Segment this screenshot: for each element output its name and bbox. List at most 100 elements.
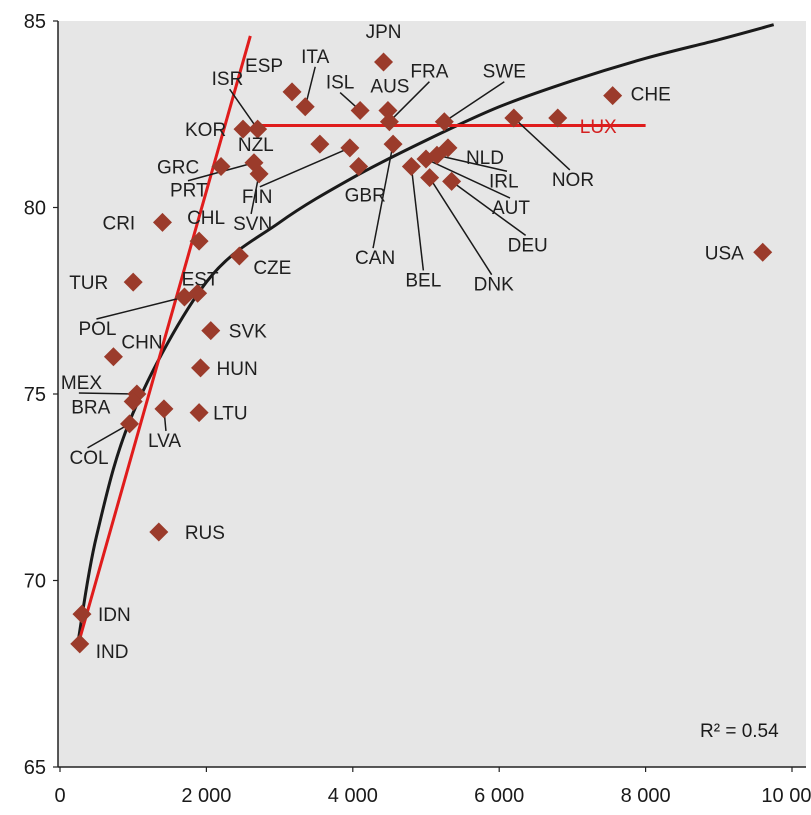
point-label-lva: LVA [148,431,181,452]
point-label-cze: CZE [253,258,291,279]
axes [53,20,806,772]
leader-line [388,81,430,123]
data-point-swe [434,112,454,132]
point-label-nor: NOR [552,170,594,191]
point-label-can: CAN [355,248,395,269]
point-label-aus: AUS [370,77,409,98]
x-tick-label: 10 000 [761,785,811,807]
data-point-lva [154,399,174,419]
data-point-aut [416,149,436,169]
point-label-usa: USA [705,243,744,264]
point-label-hun: HUN [217,359,258,380]
leader-line [451,180,527,236]
point-label-bel: BEL [405,270,441,291]
data-point-svn [249,164,269,184]
data-point-ltu [189,403,209,423]
trend-curve [76,23,775,641]
data-point-can [383,134,403,154]
point-label-irl: IRL [489,171,519,192]
point-label-che: CHE [631,85,671,106]
point-label-rus: RUS [185,523,225,544]
x-tick-label: 6 000 [474,785,524,807]
point-label-isr: ISR [212,69,244,90]
point-label-bra: BRA [71,397,110,418]
leader-line [429,177,493,276]
point-label-est: EST [182,269,219,290]
tick-labels: 65 70 75 80 85 0 2 000 4 000 6 000 8 000 10 000 [24,11,811,807]
point-label-ltu: LTU [213,404,247,425]
point-label-deu: DEU [508,235,548,256]
leader-line [229,88,259,130]
data-point-grc [211,156,231,176]
point-label-idn: IDN [98,605,131,626]
data-point-usa [753,242,773,262]
x-tick-label: 2 000 [181,785,231,807]
data-point-isl [350,101,370,121]
data-point-fin [340,138,360,158]
leader-line [96,296,185,320]
leader-line [443,81,505,123]
data-point-rus [149,522,169,542]
point-label-jpn: JPN [366,22,402,43]
data-point-bel [401,156,421,176]
point-label-grc: GRC [157,157,199,178]
leader-line [425,158,511,199]
fitted-curve [76,23,775,641]
point-label-isl: ISL [326,73,355,94]
data-point-col [120,414,140,434]
leader-line [410,166,425,271]
data-point-nor [504,108,524,128]
point-label-aut: AUT [492,198,530,219]
x-tick-label: 0 [54,785,65,807]
leader-line [259,147,351,188]
point-label-dnk: DNK [474,275,514,296]
data-point-deu [442,171,462,191]
y-tick-label: 65 [24,757,46,779]
leader-line [372,143,394,249]
point-label-chn: CHN [121,333,162,354]
point-label-chl: CHL [187,208,225,229]
leader-line [78,392,137,395]
data-point-prt [244,153,264,173]
data-point-ita [295,97,315,117]
point-label-esp: ESP [245,56,283,77]
data-point-chl [189,231,209,251]
point-label-cri: CRI [102,213,135,234]
data-point-dnk [420,168,440,188]
y-tick-label: 80 [24,198,46,220]
data-point-ind [70,634,90,654]
red-steep-line [76,35,252,645]
point-label-ita: ITA [301,47,329,68]
point-label-swe: SWE [483,62,526,83]
data-point-isr [248,119,268,139]
point-label-fin: FIN [242,187,273,208]
point-label-svk: SVK [229,322,267,343]
point-label-fra: FRA [410,62,448,83]
y-tick-label: 70 [24,571,46,593]
x-tick-label: 8 000 [621,785,671,807]
point-label-kor: KOR [185,120,226,141]
point-label-col: COL [70,448,109,469]
data-point-svk [201,321,221,341]
data-point-chn [103,347,123,367]
point-label-nzl: NZL [238,135,274,156]
data-point-kor [233,119,253,139]
point-label-ind: IND [96,642,129,663]
x-tick-label: 4 000 [328,785,378,807]
y-tick-label: 75 [24,384,46,406]
plot-area [58,21,806,767]
data-point-lux [548,108,568,128]
data-point-aus [378,101,398,121]
data-point-che [603,86,623,106]
point-label-tur: TUR [69,273,108,294]
data-point-idn [72,604,92,624]
data-point-esp [282,82,302,102]
point-label-svn: SVN [233,214,272,235]
point-label-mex: MEX [61,373,103,394]
data-point-tur [123,272,143,292]
point-label-prt: PRT [170,181,208,202]
point-label-lux: LUX [580,117,617,138]
y-tick-label: 85 [24,11,46,33]
